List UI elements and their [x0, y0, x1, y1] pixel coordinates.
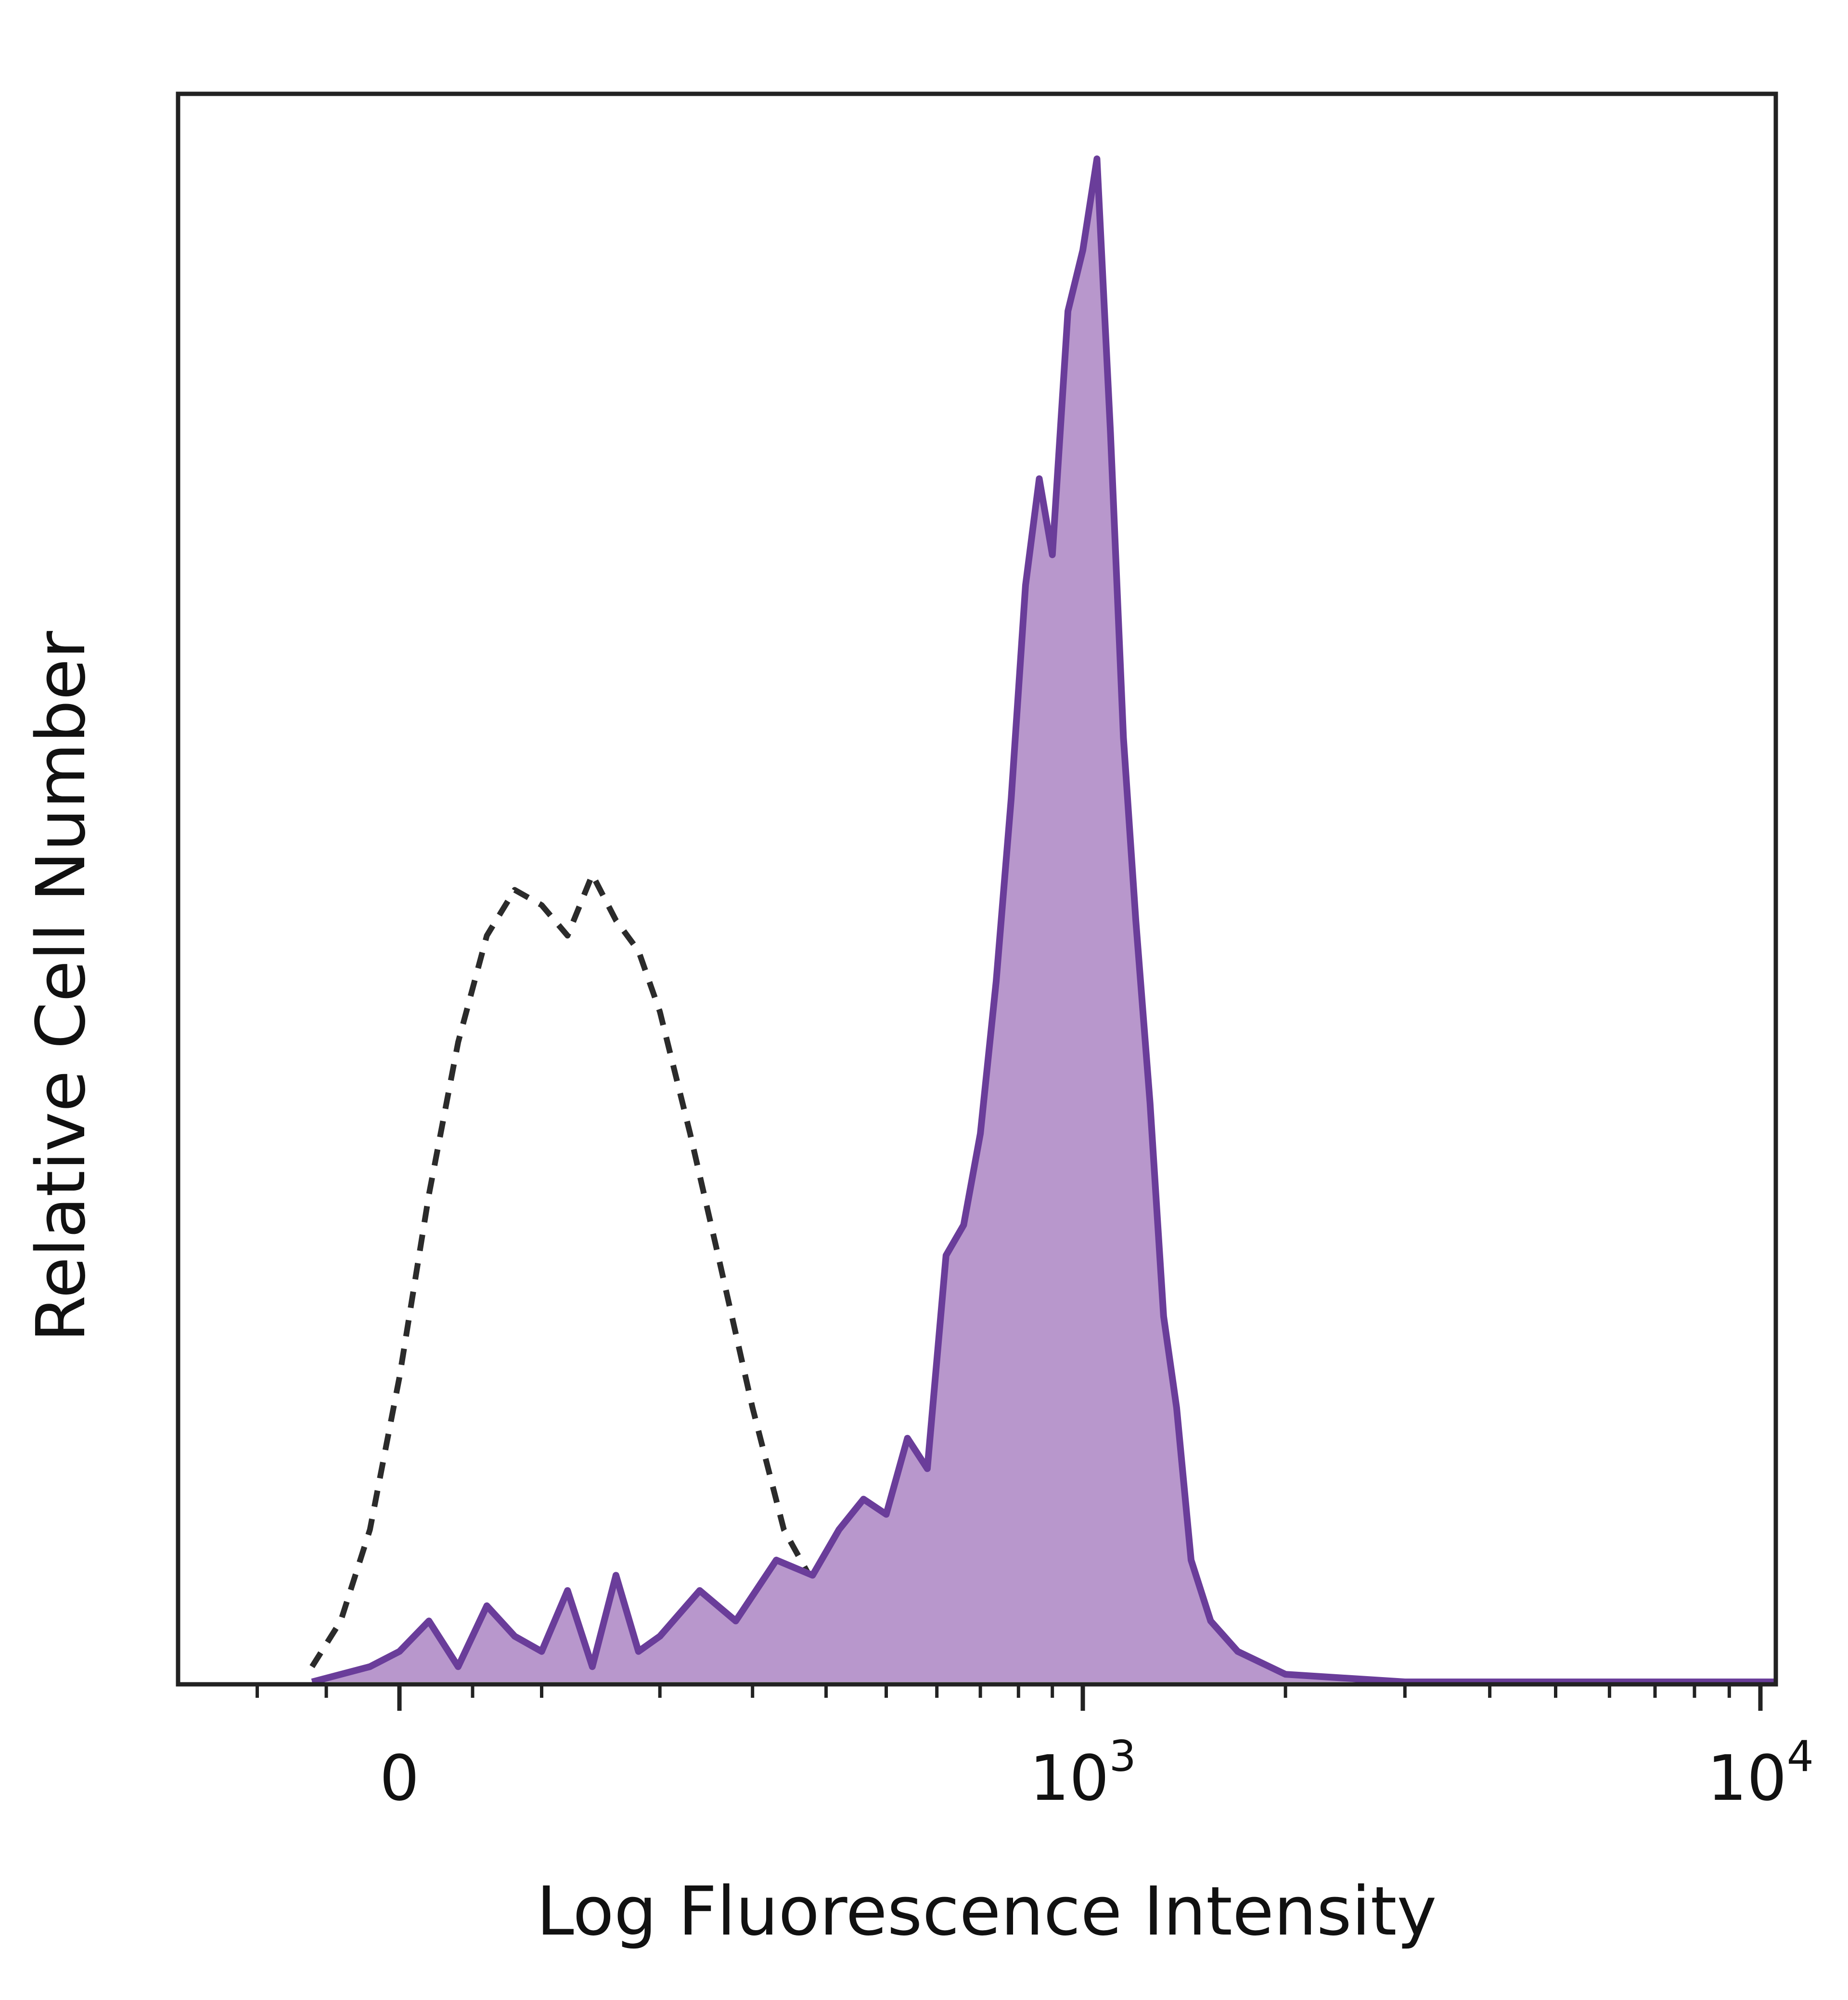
y-axis-label: Relative Cell Number — [22, 631, 101, 1342]
x-tick-label-exponent: 4 — [1787, 1731, 1814, 1781]
x-tick-label-base: 10 — [1029, 1742, 1109, 1815]
tick-layer: 0 103 104 — [256, 1684, 1814, 1815]
x-tick-label: 103 — [1029, 1731, 1136, 1815]
x-axis-label: Log Fluorescence Intensity — [537, 1872, 1437, 1951]
x-tick-label: 104 — [1707, 1731, 1813, 1815]
plot-frame — [176, 91, 1778, 1687]
x-tick-label: 0 — [380, 1742, 420, 1815]
x-tick-label-base: 10 — [1707, 1742, 1786, 1815]
series-1-area — [312, 159, 1776, 1682]
series-1-line — [311, 155, 1776, 1685]
series-layer — [309, 155, 1776, 1685]
x-tick-label-base: 0 — [380, 1742, 420, 1815]
series-0-line — [309, 872, 961, 1685]
x-tick-label-exponent: 3 — [1109, 1731, 1136, 1781]
